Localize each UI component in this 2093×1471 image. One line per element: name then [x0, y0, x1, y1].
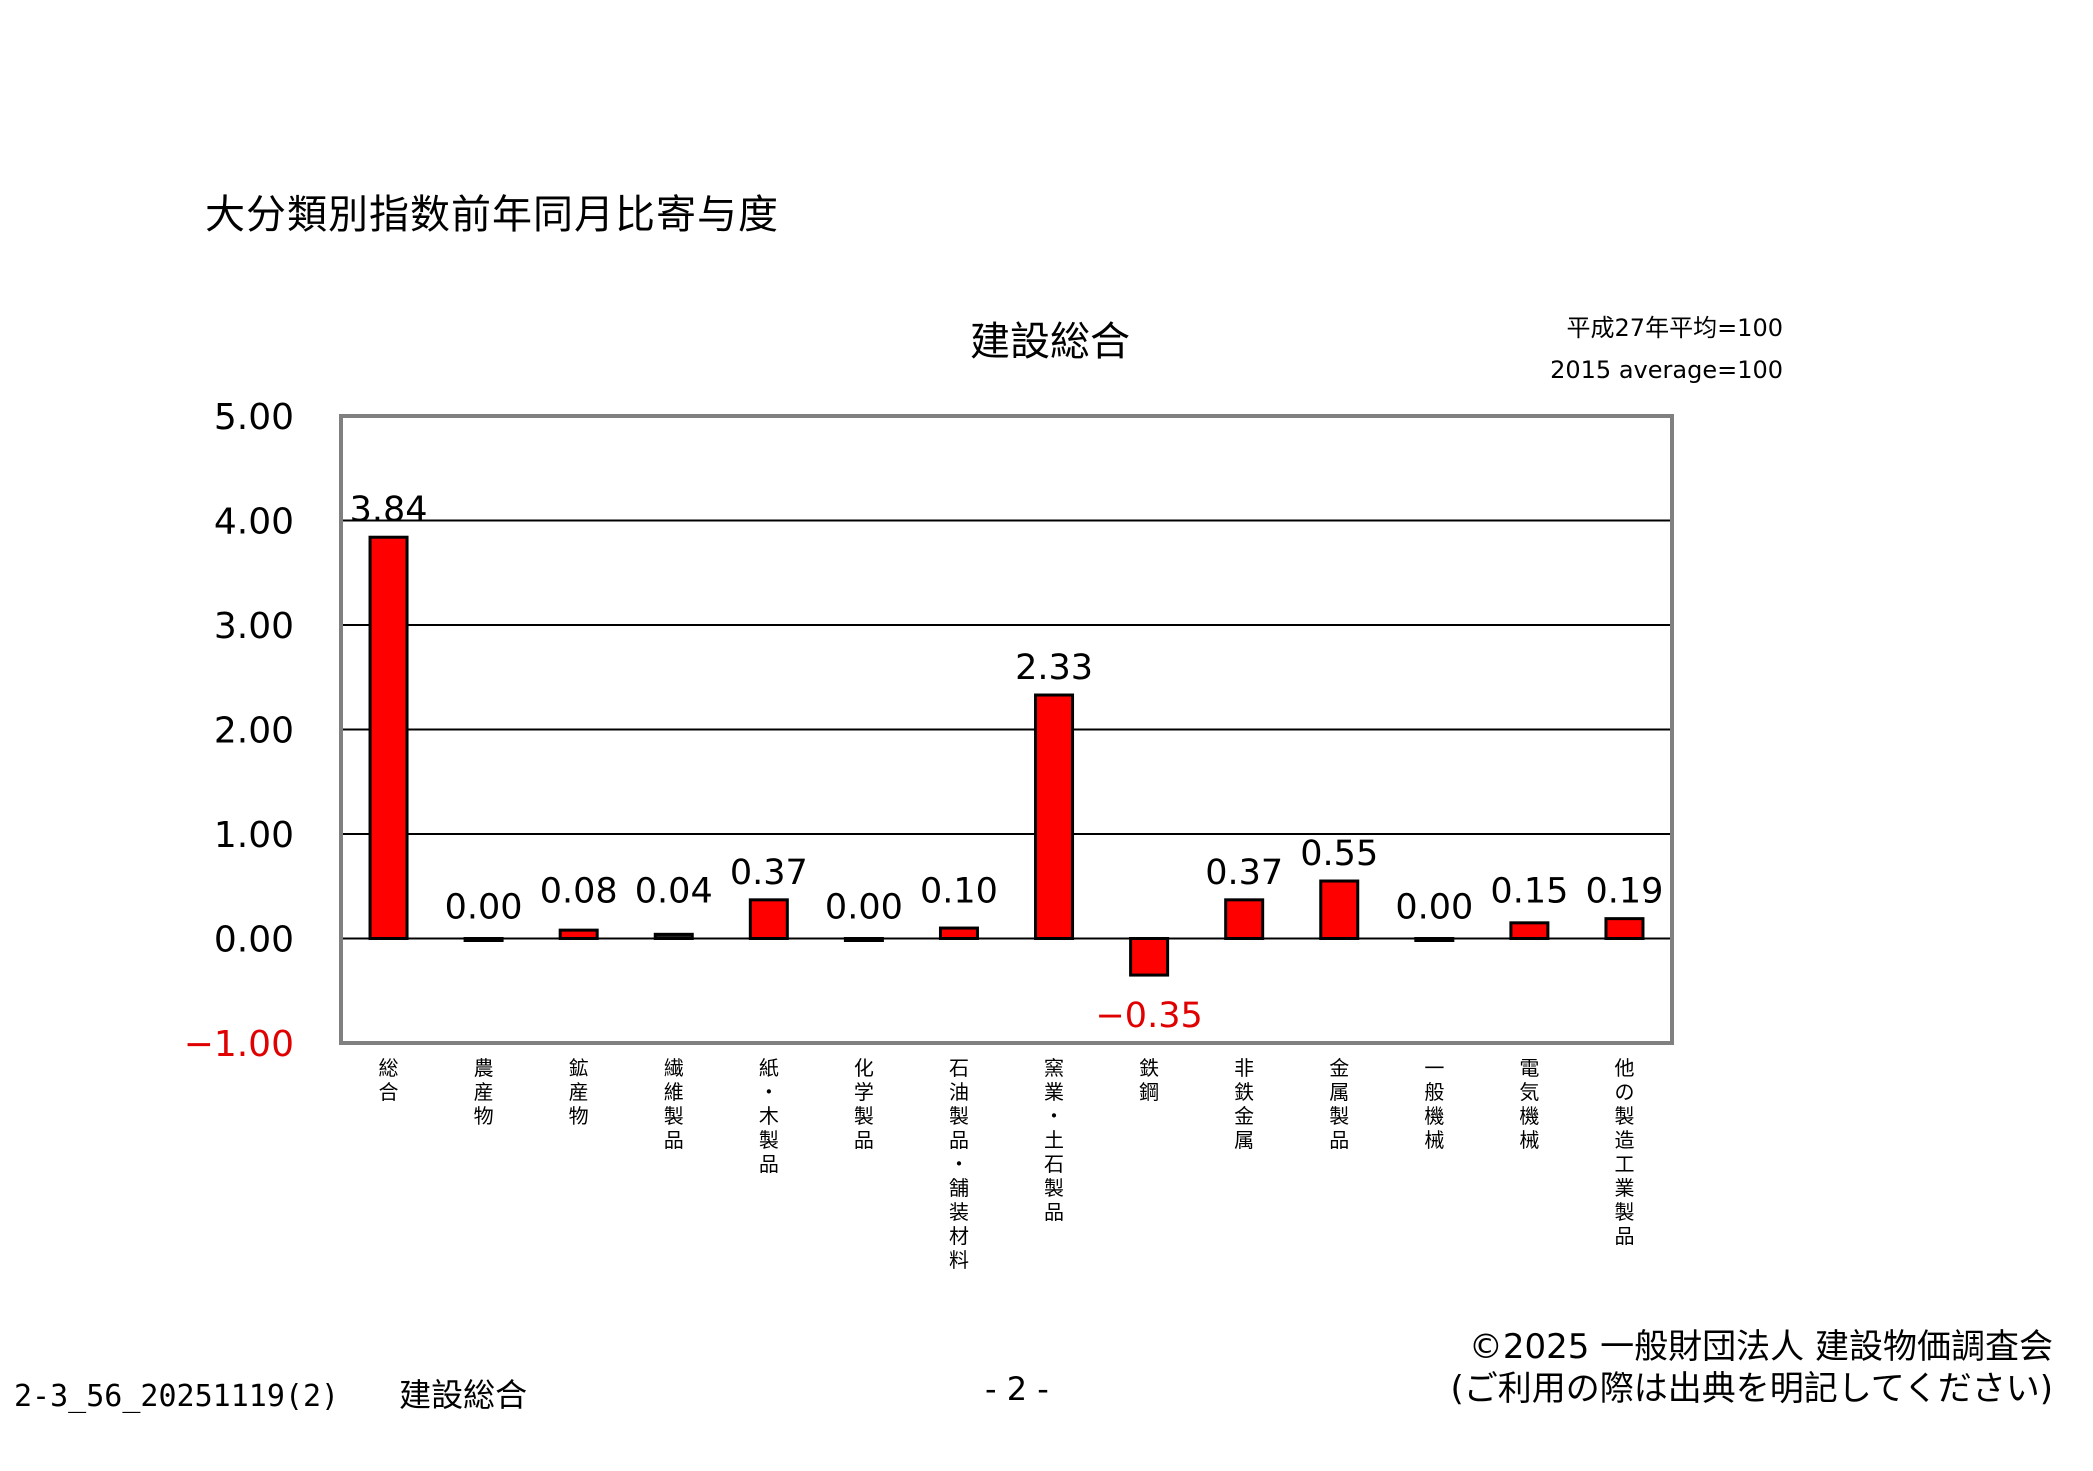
- bar-value-label: 2.33: [1015, 648, 1093, 688]
- copyright-notice: ©2025 一般財団法人 建設物価調査会 (ご利用の際は出典を明記してください): [1451, 1326, 2054, 1410]
- base-note-en: 2015 average=100: [1550, 356, 1783, 384]
- bar-value-label: 0.00: [445, 888, 523, 928]
- base-note-jp: 平成27年平均=100: [1566, 314, 1783, 342]
- bar: [938, 926, 979, 940]
- x-tick-label: 他の製造工業製品: [1614, 1056, 1634, 1248]
- bar: [1034, 693, 1075, 941]
- bar-value-label: 0.08: [540, 872, 618, 912]
- bar: [558, 928, 599, 941]
- x-tick-label: 窯業・土石製品: [1044, 1056, 1064, 1224]
- x-tick-label: 化学製品: [854, 1056, 874, 1152]
- contribution-bar-chart: 建設総合 5.00 4.00 3.00 2.00 1.00 0.00 −1.00 3.84 0…: [184, 319, 1674, 1272]
- x-tick-label: 非鉄金属: [1234, 1056, 1254, 1152]
- y-tick-label: 5.00: [214, 397, 294, 438]
- x-tick-label: 紙・木製品: [759, 1056, 779, 1176]
- y-tick-label: 4.00: [214, 502, 294, 543]
- x-axis-labels: 総合 農産物 鉱産物 繊維製品 紙・木製品 化学製品 石油製品・舗装材料 窯業・土石製品 鉄鋼 非…: [379, 1056, 1635, 1272]
- y-tick-label: 3.00: [214, 606, 294, 647]
- x-tick-label: 繊維製品: [664, 1056, 684, 1152]
- bar-value-label: 0.37: [1205, 853, 1283, 893]
- page-heading: 大分類別指数前年同月比寄与度: [205, 192, 779, 238]
- y-tick-label: 2.00: [214, 711, 294, 752]
- bar: [653, 932, 694, 941]
- x-tick-label: 金属製品: [1329, 1056, 1349, 1152]
- x-tick-label: 鉱産物: [569, 1056, 589, 1128]
- bar: [1129, 937, 1170, 977]
- bar-value-label: −0.35: [1095, 996, 1202, 1036]
- bar: [1224, 898, 1265, 941]
- bar-value-label: 0.00: [825, 888, 903, 928]
- bar: [1604, 917, 1645, 941]
- bar: [1509, 921, 1550, 941]
- bar-value-label: 0.19: [1585, 872, 1663, 912]
- document-title: 建設総合: [399, 1376, 528, 1414]
- bar-value-label: 0.55: [1300, 834, 1378, 874]
- x-tick-label: 電気機械: [1519, 1056, 1539, 1152]
- bar-value-label: 0.10: [920, 872, 998, 912]
- x-tick-label: 石油製品・舗装材料: [949, 1056, 969, 1272]
- x-tick-label: 鉄鋼: [1139, 1056, 1159, 1104]
- page-number: - 2 -: [985, 1370, 1049, 1408]
- footer-document-id: 2-3_56_20251119(2) 建設総合: [14, 1370, 527, 1416]
- x-tick-label: 総合: [379, 1056, 399, 1104]
- chart-title: 建設総合: [970, 319, 1130, 365]
- bar-value-label: 0.37: [730, 853, 808, 893]
- x-tick-label: 農産物: [474, 1056, 494, 1128]
- bar-value-label: 0.04: [635, 872, 713, 912]
- bar-value-label: 0.15: [1490, 872, 1568, 912]
- y-tick-label: 0.00: [214, 920, 294, 961]
- document-code: 2-3_56_20251119(2): [14, 1379, 340, 1414]
- bar: [843, 937, 884, 942]
- bar-value-label: 3.84: [350, 490, 428, 530]
- y-axis-ticks: 5.00 4.00 3.00 2.00 1.00 0.00 −1.00: [184, 397, 294, 1065]
- value-labels: 3.84 0.00 0.08 0.04 0.37 0.00 0.10 2.33 −0.35 0.3…: [350, 490, 1664, 1036]
- bar: [463, 937, 504, 942]
- bar: [1319, 879, 1360, 941]
- copyright-line: ©2025 一般財団法人 建設物価調査会: [1468, 1327, 2053, 1367]
- bar: [368, 535, 409, 940]
- bar: [1414, 937, 1455, 942]
- y-tick-label: −1.00: [184, 1024, 294, 1065]
- citation-note: (ご利用の際は出典を明記してください): [1450, 1369, 2054, 1409]
- plot-frame: [339, 414, 1674, 1045]
- bar: [748, 898, 789, 941]
- bars: [368, 535, 1645, 977]
- bar-value-label: 0.00: [1395, 888, 1473, 928]
- y-tick-label: 1.00: [214, 815, 294, 856]
- x-tick-label: 一般機械: [1424, 1056, 1444, 1152]
